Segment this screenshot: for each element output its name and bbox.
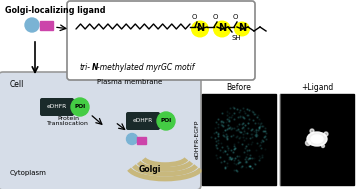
FancyBboxPatch shape (67, 1, 255, 80)
Ellipse shape (191, 20, 209, 37)
Text: N: N (92, 63, 98, 72)
Text: N: N (196, 23, 204, 33)
FancyBboxPatch shape (40, 98, 74, 116)
Text: SH: SH (232, 35, 242, 41)
Text: eDHFR: eDHFR (133, 119, 153, 123)
Circle shape (324, 132, 328, 136)
Text: -methylated myrGC motif: -methylated myrGC motif (97, 63, 194, 72)
Text: Before: Before (227, 83, 251, 92)
Text: N: N (238, 23, 246, 33)
Bar (40, 21, 53, 30)
Bar (137, 137, 146, 144)
FancyBboxPatch shape (126, 112, 160, 130)
Ellipse shape (311, 135, 323, 143)
Text: Cytoplasm: Cytoplasm (10, 170, 47, 176)
Circle shape (157, 112, 175, 130)
Circle shape (126, 133, 137, 145)
Text: Cell: Cell (10, 80, 24, 89)
Circle shape (25, 18, 39, 32)
Circle shape (71, 98, 89, 116)
Text: N: N (218, 23, 226, 33)
Circle shape (310, 129, 314, 133)
Bar (280, 94, 354, 185)
Text: Golgi: Golgi (139, 165, 161, 174)
Text: +Ligand: +Ligand (301, 83, 333, 92)
Bar (202, 94, 276, 185)
Text: Plasma membrane: Plasma membrane (97, 79, 163, 85)
Text: Golgi-localizing ligand: Golgi-localizing ligand (5, 6, 106, 15)
Text: tri-: tri- (80, 63, 91, 72)
Circle shape (305, 140, 310, 146)
Text: POI: POI (74, 105, 86, 109)
Text: POI: POI (160, 119, 171, 123)
FancyBboxPatch shape (0, 72, 201, 189)
Text: eDHFR: eDHFR (47, 105, 67, 109)
Text: O: O (191, 14, 197, 20)
Text: Protein
Translocation: Protein Translocation (47, 116, 89, 126)
Ellipse shape (234, 22, 250, 36)
Text: O: O (232, 14, 238, 20)
Ellipse shape (307, 132, 327, 146)
Text: eDHFR-EGFP: eDHFR-EGFP (195, 119, 200, 159)
Ellipse shape (213, 20, 231, 37)
Text: O: O (212, 14, 218, 20)
Circle shape (321, 145, 324, 147)
